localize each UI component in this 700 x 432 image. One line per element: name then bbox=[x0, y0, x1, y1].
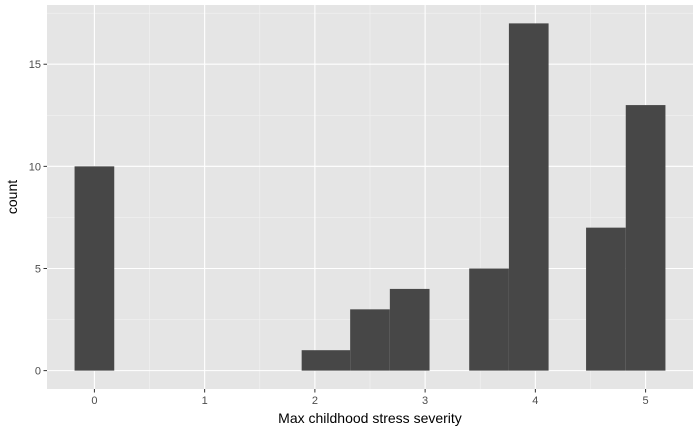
x-tick-label: 2 bbox=[312, 395, 318, 407]
y-axis-ticks: 0 5 10 15 bbox=[29, 59, 47, 378]
histogram-bar-2 bbox=[350, 309, 390, 371]
y-tick-label: 5 bbox=[35, 263, 41, 275]
x-tick-label: 4 bbox=[532, 395, 538, 407]
y-tick-label: 10 bbox=[29, 161, 41, 173]
y-axis-title: count bbox=[4, 180, 20, 214]
x-tick-label: 1 bbox=[202, 395, 208, 407]
histogram-bar-7 bbox=[625, 105, 666, 371]
x-tick-label: 3 bbox=[422, 395, 428, 407]
histogram-bar-0 bbox=[74, 166, 115, 371]
x-axis-title: Max childhood stress severity bbox=[278, 410, 462, 426]
y-tick-label: 0 bbox=[35, 366, 41, 378]
histogram-bar-5 bbox=[508, 23, 549, 371]
histogram-bar-6 bbox=[586, 227, 626, 371]
y-tick-label: 15 bbox=[29, 59, 41, 71]
x-axis-ticks: 0 1 2 3 4 5 bbox=[91, 389, 649, 407]
x-tick-label: 5 bbox=[643, 395, 649, 407]
bars-group bbox=[74, 23, 666, 371]
histogram-bar-1 bbox=[301, 350, 351, 371]
histogram-bar-4 bbox=[469, 268, 509, 371]
histogram-bar-3 bbox=[389, 288, 430, 371]
x-tick-label: 0 bbox=[91, 395, 97, 407]
